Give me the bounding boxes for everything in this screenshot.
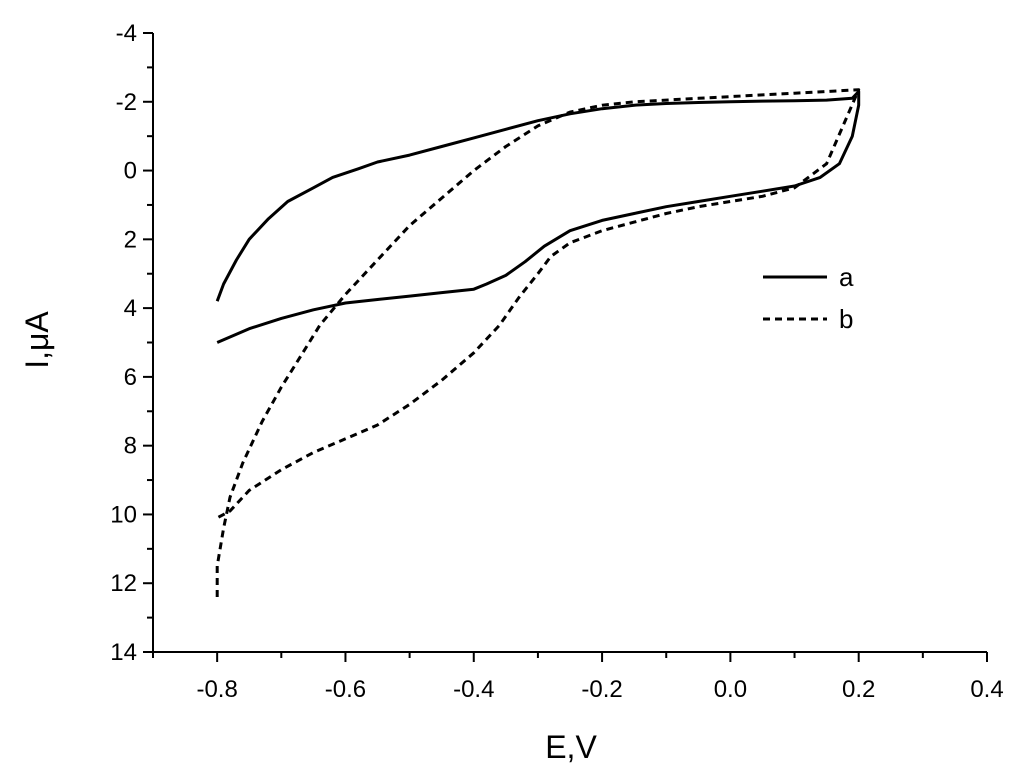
y-tick-label: 6: [124, 364, 137, 391]
legend: ab: [763, 262, 854, 334]
x-tick-label: -0.6: [325, 676, 366, 703]
y-tick-label: -2: [116, 89, 137, 116]
y-tick-label: 4: [124, 295, 137, 322]
y-tick-label: 8: [124, 433, 137, 460]
x-tick-label: -0.4: [453, 676, 494, 703]
axes: -0.8 -0.6 -0.4 -0.2 0.0 0.2 0.4 -4 -2 0 2 4 6 8 10 12 14: [110, 20, 1003, 703]
y-tick-label: 10: [110, 501, 137, 528]
y-tick-label: 12: [110, 570, 137, 597]
legend-label-a: a: [839, 262, 854, 292]
series-line-a: [215, 90, 861, 344]
legend-label-b: b: [839, 304, 853, 334]
series-layer: [215, 88, 861, 597]
y-tick-label: 14: [110, 639, 137, 666]
x-tick-label: -0.2: [581, 676, 622, 703]
y-tick-label: -4: [116, 20, 137, 47]
y-tick-label: 2: [124, 226, 137, 253]
x-tick-label: -0.8: [196, 676, 237, 703]
y-axis-title: I,μA: [19, 311, 55, 369]
x-tick-label: 0.2: [842, 676, 875, 703]
y-tick-label: 0: [124, 158, 137, 185]
x-tick-label: 0.0: [714, 676, 747, 703]
x-axis-title: E,V: [545, 729, 597, 765]
x-tick-label: 0.4: [970, 676, 1003, 703]
series-line-b: [215, 88, 861, 597]
